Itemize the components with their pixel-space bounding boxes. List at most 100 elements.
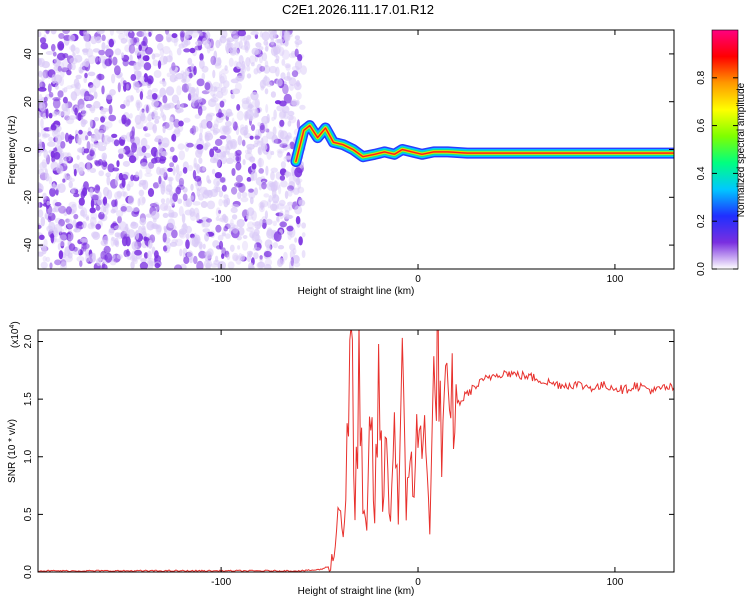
noise-speckle: [182, 167, 188, 174]
noise-speckle: [260, 143, 268, 151]
snr-x-ticks: -100 0 100: [211, 330, 624, 588]
noise-speckle: [89, 167, 97, 173]
noise-speckle: [147, 113, 153, 122]
noise-speckle: [92, 78, 101, 89]
noise-speckle: [196, 78, 205, 87]
snr-x-axis-label: Height of straight line (km): [298, 586, 415, 597]
noise-speckle: [246, 34, 252, 40]
noise-speckle: [281, 49, 290, 60]
noise-speckle: [294, 39, 303, 45]
noise-speckle: [182, 193, 188, 201]
noise-speckle: [84, 72, 88, 79]
colorbar-tick-label: 0.2: [696, 214, 707, 228]
noise-speckle: [138, 44, 142, 51]
noise-speckle: [277, 245, 285, 250]
noise-speckle: [211, 168, 216, 175]
noise-speckle: [155, 135, 164, 143]
noise-speckle: [105, 206, 109, 215]
noise-speckle: [136, 70, 142, 78]
noise-speckle: [268, 195, 273, 203]
noise-speckle: [201, 220, 206, 228]
noise-speckle: [45, 256, 51, 263]
noise-speckle: [91, 231, 99, 238]
noise-speckle: [189, 256, 194, 264]
noise-speckle: [172, 166, 176, 176]
noise-speckle: [127, 30, 135, 39]
noise-speckle: [241, 192, 248, 198]
noise-speckle: [298, 236, 303, 246]
noise-speckle: [203, 259, 212, 268]
noise-speckle: [142, 180, 146, 189]
noise-speckle: [270, 150, 275, 156]
noise-speckle: [68, 243, 76, 252]
noise-speckle: [169, 146, 175, 153]
noise-speckle: [249, 156, 256, 163]
noise-speckle: [241, 60, 246, 71]
noise-speckle: [209, 148, 215, 158]
noise-speckle: [73, 193, 80, 198]
noise-speckle: [49, 262, 53, 269]
noise-speckle: [161, 167, 168, 174]
noise-speckle: [60, 259, 67, 267]
noise-speckle: [106, 175, 111, 186]
noise-speckle: [193, 65, 197, 76]
noise-speckle: [162, 95, 168, 104]
noise-speckle: [140, 112, 146, 122]
noise-speckle: [264, 210, 268, 220]
noise-speckle: [75, 189, 79, 195]
noise-speckle: [143, 236, 148, 242]
noise-speckle: [230, 93, 235, 99]
y-tick-label: 1.5: [23, 392, 34, 406]
noise-speckle: [128, 44, 136, 54]
noise-speckle: [94, 184, 101, 194]
noise-speckle: [154, 262, 161, 269]
noise-speckle: [294, 167, 303, 178]
noise-speckle: [244, 111, 249, 119]
noise-speckle: [217, 261, 224, 269]
noise-speckle: [245, 215, 249, 220]
noise-speckle: [125, 99, 130, 107]
noise-speckle: [53, 65, 62, 71]
noise-speckle: [270, 171, 275, 181]
noise-speckle: [38, 224, 42, 229]
noise-speckle: [229, 139, 238, 150]
noise-speckle: [131, 142, 137, 153]
noise-speckle: [131, 241, 138, 251]
noise-speckle: [230, 46, 237, 52]
noise-speckle: [241, 70, 245, 80]
noise-speckle: [152, 59, 159, 67]
noise-speckle: [177, 143, 185, 151]
noise-speckle: [259, 124, 266, 134]
noise-speckle: [38, 112, 42, 119]
noise-speckle: [194, 236, 201, 244]
noise-speckle: [294, 254, 300, 262]
noise-speckle: [190, 233, 195, 239]
noise-speckle: [233, 181, 243, 188]
noise-speckle: [224, 250, 230, 258]
noise-speckle: [87, 222, 96, 230]
noise-speckle: [54, 184, 61, 191]
noise-speckle: [163, 205, 172, 211]
snr-panel: -100 0 100 0.0 0.5 1.0 1.5 2.0 Height of strai…: [7, 321, 675, 597]
noise-speckle: [80, 130, 89, 141]
noise-speckle: [235, 255, 242, 265]
noise-speckle: [125, 82, 132, 91]
noise-speckle: [198, 157, 203, 164]
noise-speckle: [136, 31, 145, 37]
noise-speckle: [47, 207, 53, 217]
noise-speckle: [146, 95, 153, 100]
noise-speckle: [42, 192, 47, 200]
noise-speckle: [38, 202, 41, 208]
noise-speckle: [249, 196, 254, 205]
noise-speckle: [38, 138, 43, 149]
noise-speckle: [109, 30, 114, 36]
noise-speckle: [213, 86, 218, 92]
noise-speckle: [96, 258, 102, 267]
noise-speckle: [196, 144, 204, 150]
noise-speckle: [73, 228, 81, 233]
noise-speckle: [284, 135, 293, 140]
noise-speckle: [175, 173, 181, 183]
noise-speckle: [39, 37, 47, 44]
noise-speckle: [202, 37, 208, 46]
